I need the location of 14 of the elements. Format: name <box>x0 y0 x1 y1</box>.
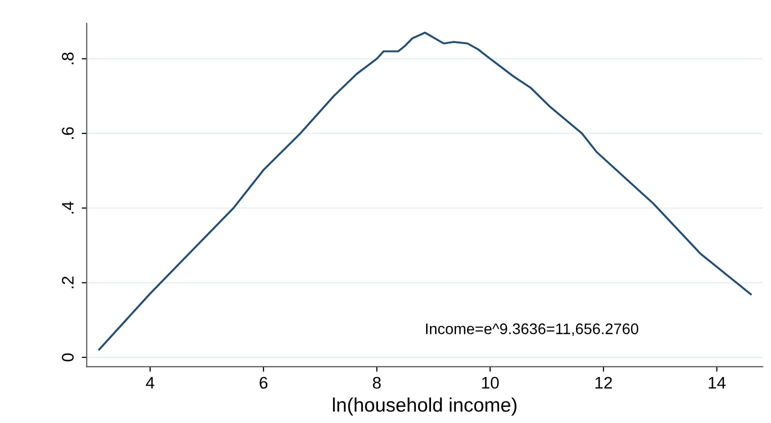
annotation: Income=e^9.3636=11,656.2760 <box>426 323 638 336</box>
y-tick-label: .4 <box>62 202 74 214</box>
x-tick-label: 4 <box>146 377 154 388</box>
x-tick-label: 10 <box>482 376 499 389</box>
x-tick-label: 12 <box>595 376 612 388</box>
x-axis-title: ln(household income) <box>333 398 516 416</box>
x-tick-label: 14 <box>708 377 726 388</box>
x-tick-label: 8 <box>372 376 381 389</box>
x-tick-label: 6 <box>260 376 268 389</box>
y-tick-label: .6 <box>62 127 74 139</box>
line-series <box>98 32 752 351</box>
y-tick-label: 0 <box>62 353 74 362</box>
y-tick-label: .2 <box>62 276 74 288</box>
y-tick-label: .8 <box>62 52 74 64</box>
